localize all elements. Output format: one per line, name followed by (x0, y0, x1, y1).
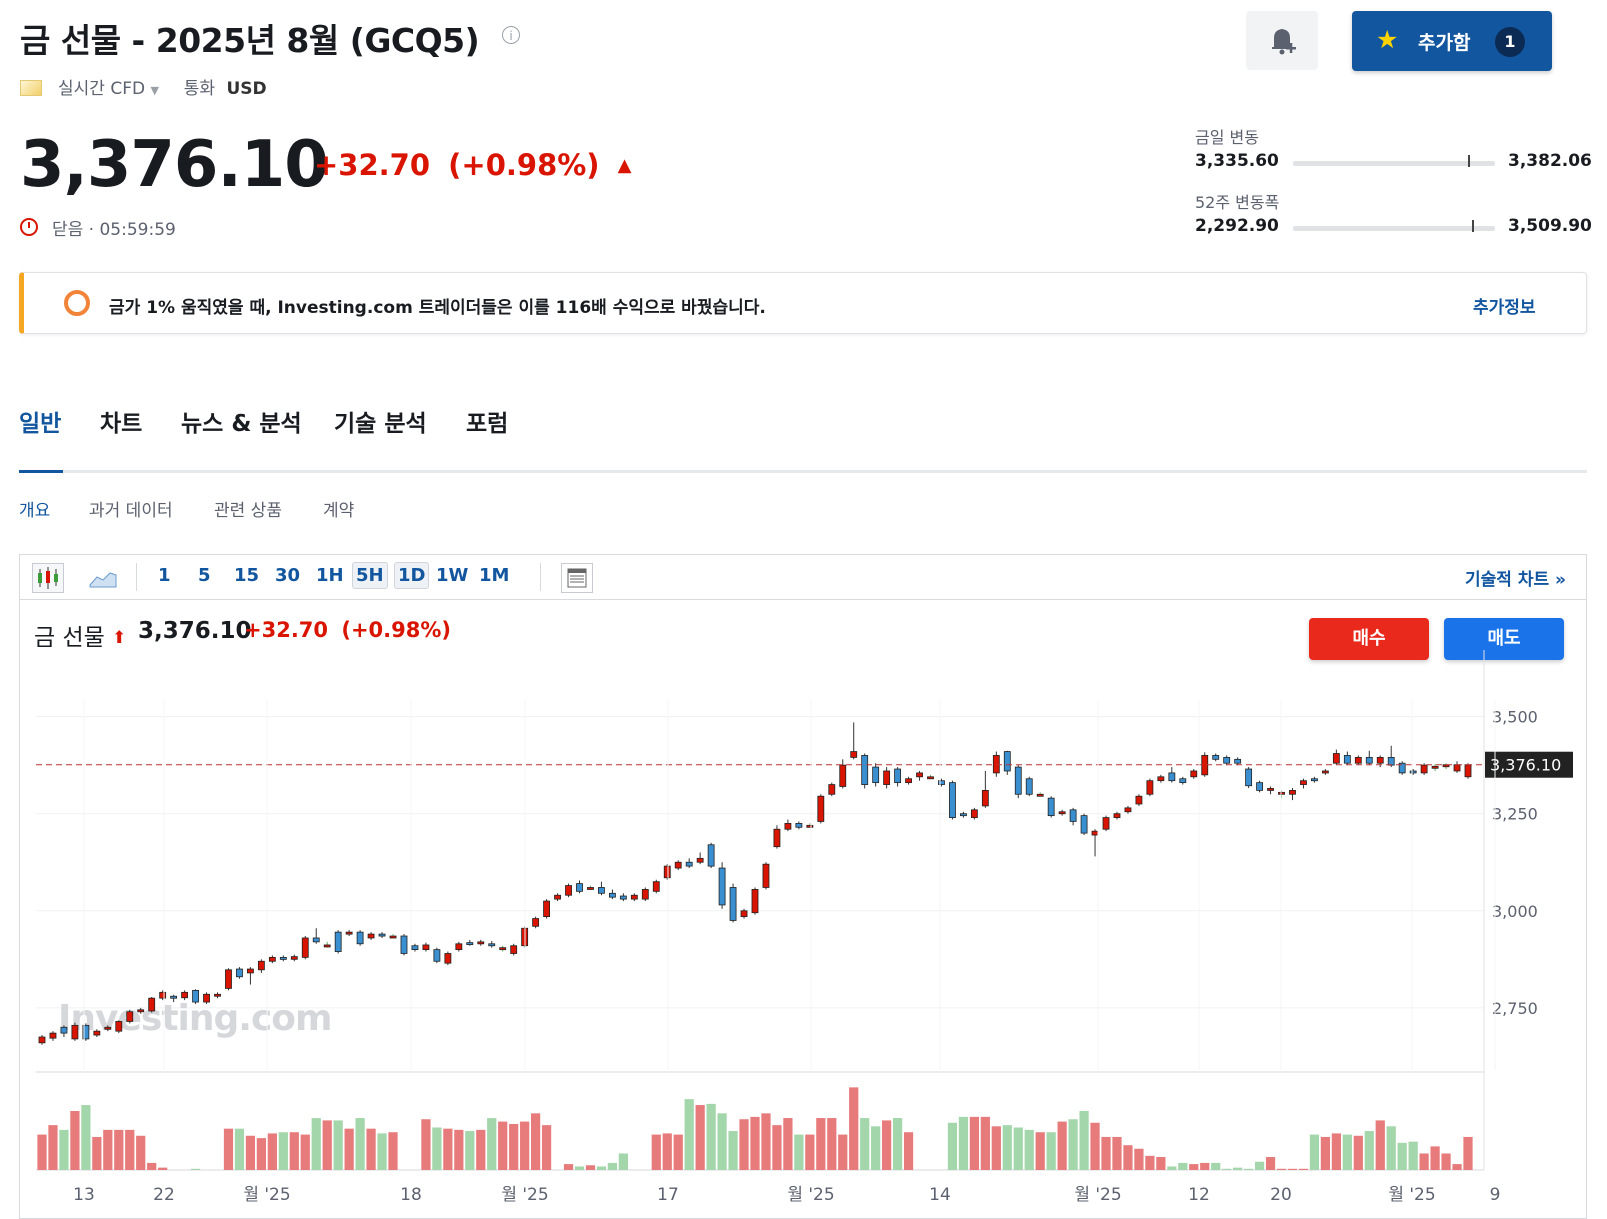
day-range-high: 3,382.06 (1508, 151, 1592, 171)
week52-range-marker (1471, 220, 1474, 232)
tab-chart[interactable]: 차트 (100, 411, 143, 437)
week52-range-low: 2,292.90 (1195, 216, 1279, 236)
subtab-overview[interactable]: 개요 (19, 501, 51, 521)
market-type-dropdown[interactable]: 실시간 CFD ▼ (58, 79, 159, 99)
bell-plus-icon (1272, 29, 1296, 55)
last-price: 3,376.10 (20, 128, 329, 202)
toolbar-divider (540, 563, 541, 591)
price-change-value: +32.70 (314, 148, 431, 182)
market-type-label: 실시간 CFD (58, 79, 146, 99)
tabs-divider (19, 470, 1587, 473)
buy-button[interactable]: 매수 (1309, 618, 1429, 660)
interval-1m[interactable]: 1 (158, 565, 171, 586)
chart-instrument-label: 금 선물 (34, 625, 105, 651)
watchlist-add-button[interactable]: ★ 추가함 1 (1352, 11, 1552, 71)
market-info-row: 실시간 CFD ▼ 통화 USD (20, 74, 267, 99)
technical-chart-link[interactable]: 기술적 차트 » (1465, 570, 1567, 590)
chart-change-value: +32.70 (244, 618, 329, 642)
interval-15m[interactable]: 15 (234, 565, 260, 586)
arrow-up-icon: ▲ (617, 155, 632, 176)
price-change-percent: (+0.98%) (448, 148, 600, 182)
interval-1mo[interactable]: 1M (479, 565, 510, 586)
week52-range-high: 3,509.90 (1508, 216, 1592, 236)
subtab-contracts[interactable]: 계약 (323, 501, 355, 521)
candlestick-icon (38, 567, 58, 589)
promo-more-link[interactable]: 추가정보 (1473, 298, 1536, 318)
day-range-marker (1467, 155, 1470, 167)
chart-layout-button[interactable] (561, 563, 593, 593)
watchlist-add-label: 추가함 (1418, 32, 1471, 54)
area-chart-icon (89, 572, 117, 588)
interval-30m[interactable]: 30 (275, 565, 301, 586)
promo-banner: 금가 1% 움직였을 때, Investing.com 트레이더들은 이를 11… (19, 272, 1587, 334)
market-flag-icon (20, 80, 42, 96)
interval-1w[interactable]: 1W (436, 565, 469, 586)
day-range-low: 3,335.60 (1195, 151, 1279, 171)
currency-label: 통화 (183, 79, 216, 99)
week52-range-bar (1293, 226, 1495, 231)
watchlist-count-badge: 1 (1495, 27, 1525, 57)
interval-5h[interactable]: 5H (352, 562, 388, 589)
tab-active-indicator (19, 470, 63, 473)
promo-text: 금가 1% 움직였을 때, Investing.com 트레이더들은 이를 11… (109, 298, 766, 318)
target-icon (64, 290, 90, 316)
interval-5m[interactable]: 5 (198, 565, 211, 586)
market-status: 닫음 · 05:59:59 (52, 220, 176, 240)
table-icon (567, 568, 587, 588)
tab-technical[interactable]: 기술 분석 (334, 411, 427, 437)
chart-change-percent: (+0.98%) (341, 618, 451, 642)
alert-button[interactable] (1246, 11, 1318, 70)
interval-1h[interactable]: 1H (316, 565, 344, 586)
day-range-label: 금일 변동 (1195, 128, 1259, 147)
subtab-historical[interactable]: 과거 데이터 (89, 501, 173, 521)
tab-forum[interactable]: 포럼 (466, 411, 509, 437)
clock-icon (20, 218, 38, 236)
chart-change: +32.70 (+0.98%) (244, 618, 451, 642)
tab-overview[interactable]: 일반 (19, 411, 62, 437)
currency-value: USD (226, 79, 267, 99)
star-icon: ★ (1376, 25, 1399, 54)
chevron-down-icon: ▼ (150, 84, 159, 97)
week52-range-label: 52주 변동폭 (1195, 193, 1280, 212)
price-change: +32.70 (+0.98%) ▲ (314, 148, 632, 182)
chart-price: 3,376.10 (138, 618, 252, 644)
candlestick-type-button[interactable] (32, 563, 64, 593)
tab-news[interactable]: 뉴스 & 분석 (181, 411, 302, 437)
arrow-up-icon: ⬆ (112, 628, 127, 648)
subtab-related[interactable]: 관련 상품 (214, 501, 282, 521)
info-icon[interactable]: i (502, 26, 520, 44)
chart-toolbar: 1 5 15 30 1H 5H 1D 1W 1M (20, 555, 1586, 600)
sell-button[interactable]: 매도 (1444, 618, 1564, 660)
day-range-bar (1293, 161, 1495, 166)
area-type-button[interactable] (88, 563, 118, 591)
interval-1d[interactable]: 1D (394, 562, 430, 589)
chart-instrument-name: 금 선물 ⬆ (34, 618, 126, 652)
toolbar-divider (136, 563, 137, 591)
page-title: 금 선물 - 2025년 8월 (GCQ5) (20, 21, 480, 60)
